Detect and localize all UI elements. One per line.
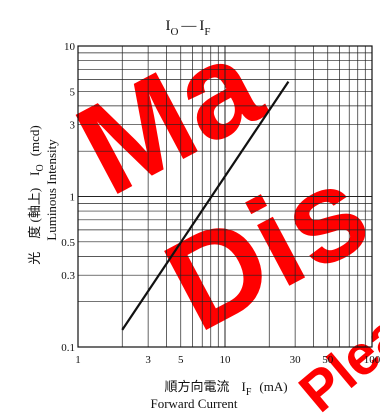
y-tick-label: 5 bbox=[70, 86, 76, 98]
y-tick-label: 0.1 bbox=[61, 342, 75, 354]
plot-frame bbox=[77, 45, 373, 348]
x-tick-label: 30 bbox=[290, 354, 302, 366]
x-tick-label: 3 bbox=[145, 354, 151, 366]
y-tick-label: 0.5 bbox=[61, 237, 75, 249]
x-tick-label: 50 bbox=[322, 354, 334, 366]
series bbox=[121, 80, 290, 331]
y-tick-label: 3 bbox=[70, 120, 76, 132]
y-axis-label: 光 度 (軸上)IO(mcd) bbox=[27, 125, 46, 265]
x-tick-label: 10 bbox=[220, 354, 232, 366]
x-axis-label: 順方向電流 IF (mA) bbox=[164, 379, 287, 398]
grid bbox=[78, 46, 372, 347]
series-line bbox=[121, 80, 290, 331]
tick-labels: 1 3 5 10 30 50 100 0.1 0.3 0.5 1 3 5 10 bbox=[61, 41, 380, 366]
y-axis-label-en: Luminous Intensity bbox=[44, 139, 59, 241]
y-tick-label: 10 bbox=[64, 41, 76, 53]
x-tick-label: 1 bbox=[75, 354, 81, 366]
y-tick-label: 1 bbox=[70, 192, 76, 204]
chart-title: IO — IF bbox=[165, 18, 210, 38]
y-tick-label: 0.3 bbox=[61, 270, 75, 282]
x-tick-label: 5 bbox=[178, 354, 184, 366]
x-axis-label-en: Forward Current bbox=[150, 396, 237, 411]
x-tick-label: 100 bbox=[364, 354, 380, 366]
